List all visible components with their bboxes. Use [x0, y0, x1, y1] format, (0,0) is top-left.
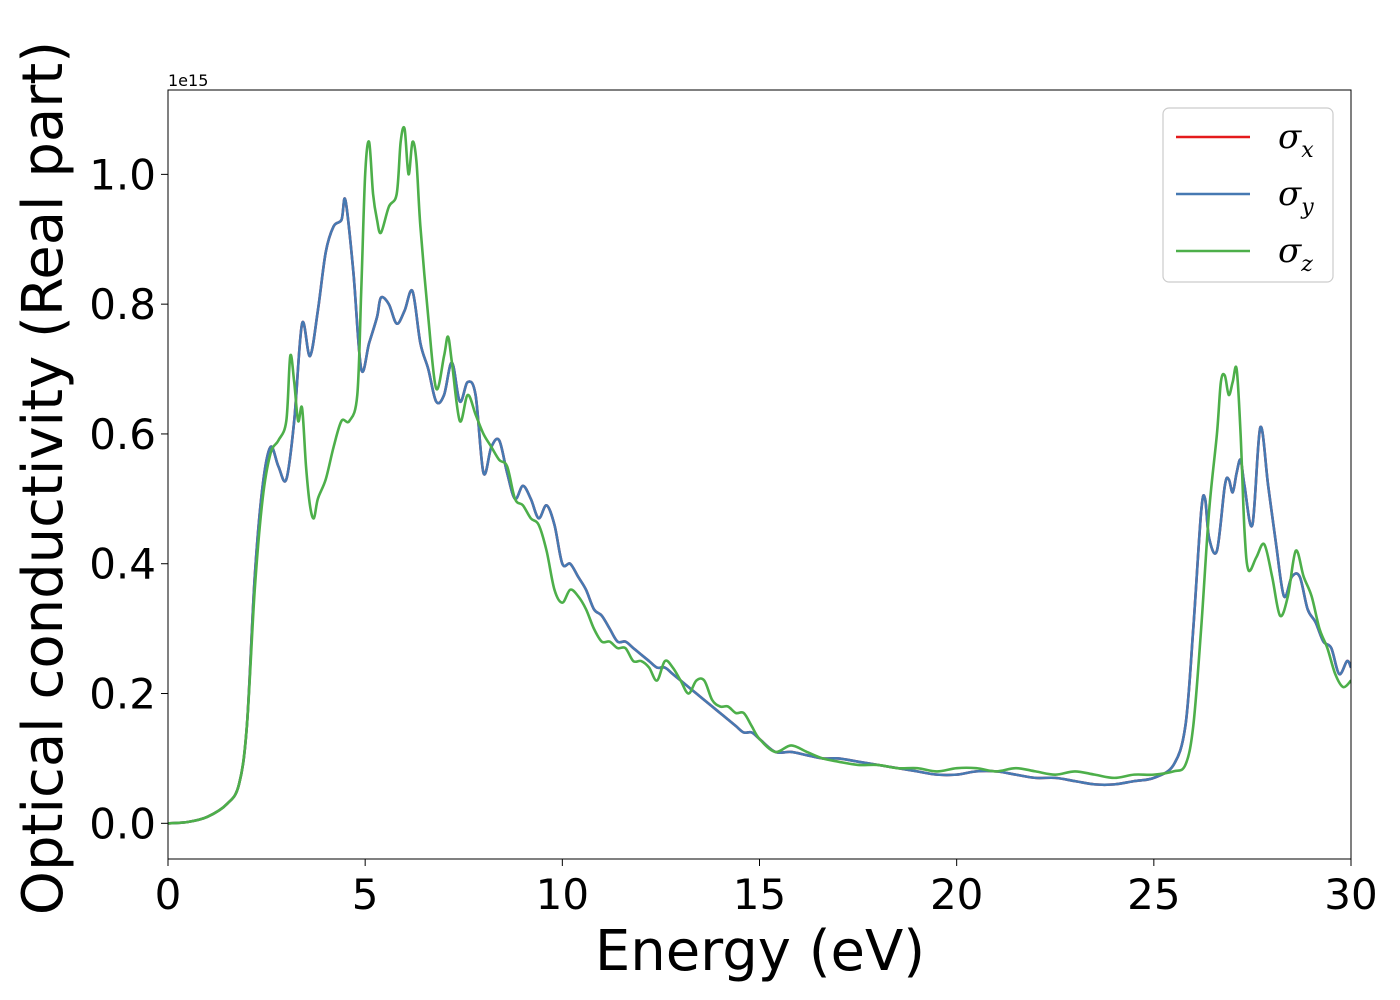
- y-axis-ticks: 0.0 0.2 0.4 0.6 0.8 1.0: [89, 150, 168, 848]
- series-layer: [168, 125, 1351, 825]
- x-axis-ticks: 0 5 10 15 20 25 30: [155, 859, 1378, 919]
- y-tick-label: 0.6: [89, 410, 156, 459]
- x-tick-label: 25: [1127, 870, 1180, 919]
- x-tick-label: 20: [930, 870, 983, 919]
- x-axis-title: Energy (eV): [595, 919, 925, 984]
- y-tick-label: 0.0: [89, 799, 156, 848]
- legend-items: σx σy σz: [1176, 117, 1314, 277]
- y-tick-label: 0.2: [89, 670, 156, 719]
- y-offset-label: 1e15: [168, 71, 208, 90]
- legend: σx σy σz: [1162, 107, 1334, 283]
- legend-label-x: σx: [1278, 117, 1314, 163]
- legend-label-y: σy: [1278, 174, 1314, 220]
- x-tick-label: 15: [733, 870, 786, 919]
- x-tick-label: 0: [155, 870, 182, 919]
- x-tick-label: 10: [536, 870, 589, 919]
- y-tick-label: 1.0: [89, 150, 156, 199]
- series-line-z: [168, 125, 1351, 825]
- plot-frame: [167, 89, 1352, 860]
- x-tick-label: 5: [352, 870, 379, 919]
- legend-label-z: σz: [1278, 231, 1313, 277]
- y-axis-title: Optical conductivity (Real part): [11, 41, 76, 915]
- y-tick-label: 0.4: [89, 540, 156, 589]
- y-tick-label: 0.8: [89, 280, 156, 329]
- series-line-y: [168, 197, 1351, 825]
- x-tick-label: 30: [1324, 870, 1377, 919]
